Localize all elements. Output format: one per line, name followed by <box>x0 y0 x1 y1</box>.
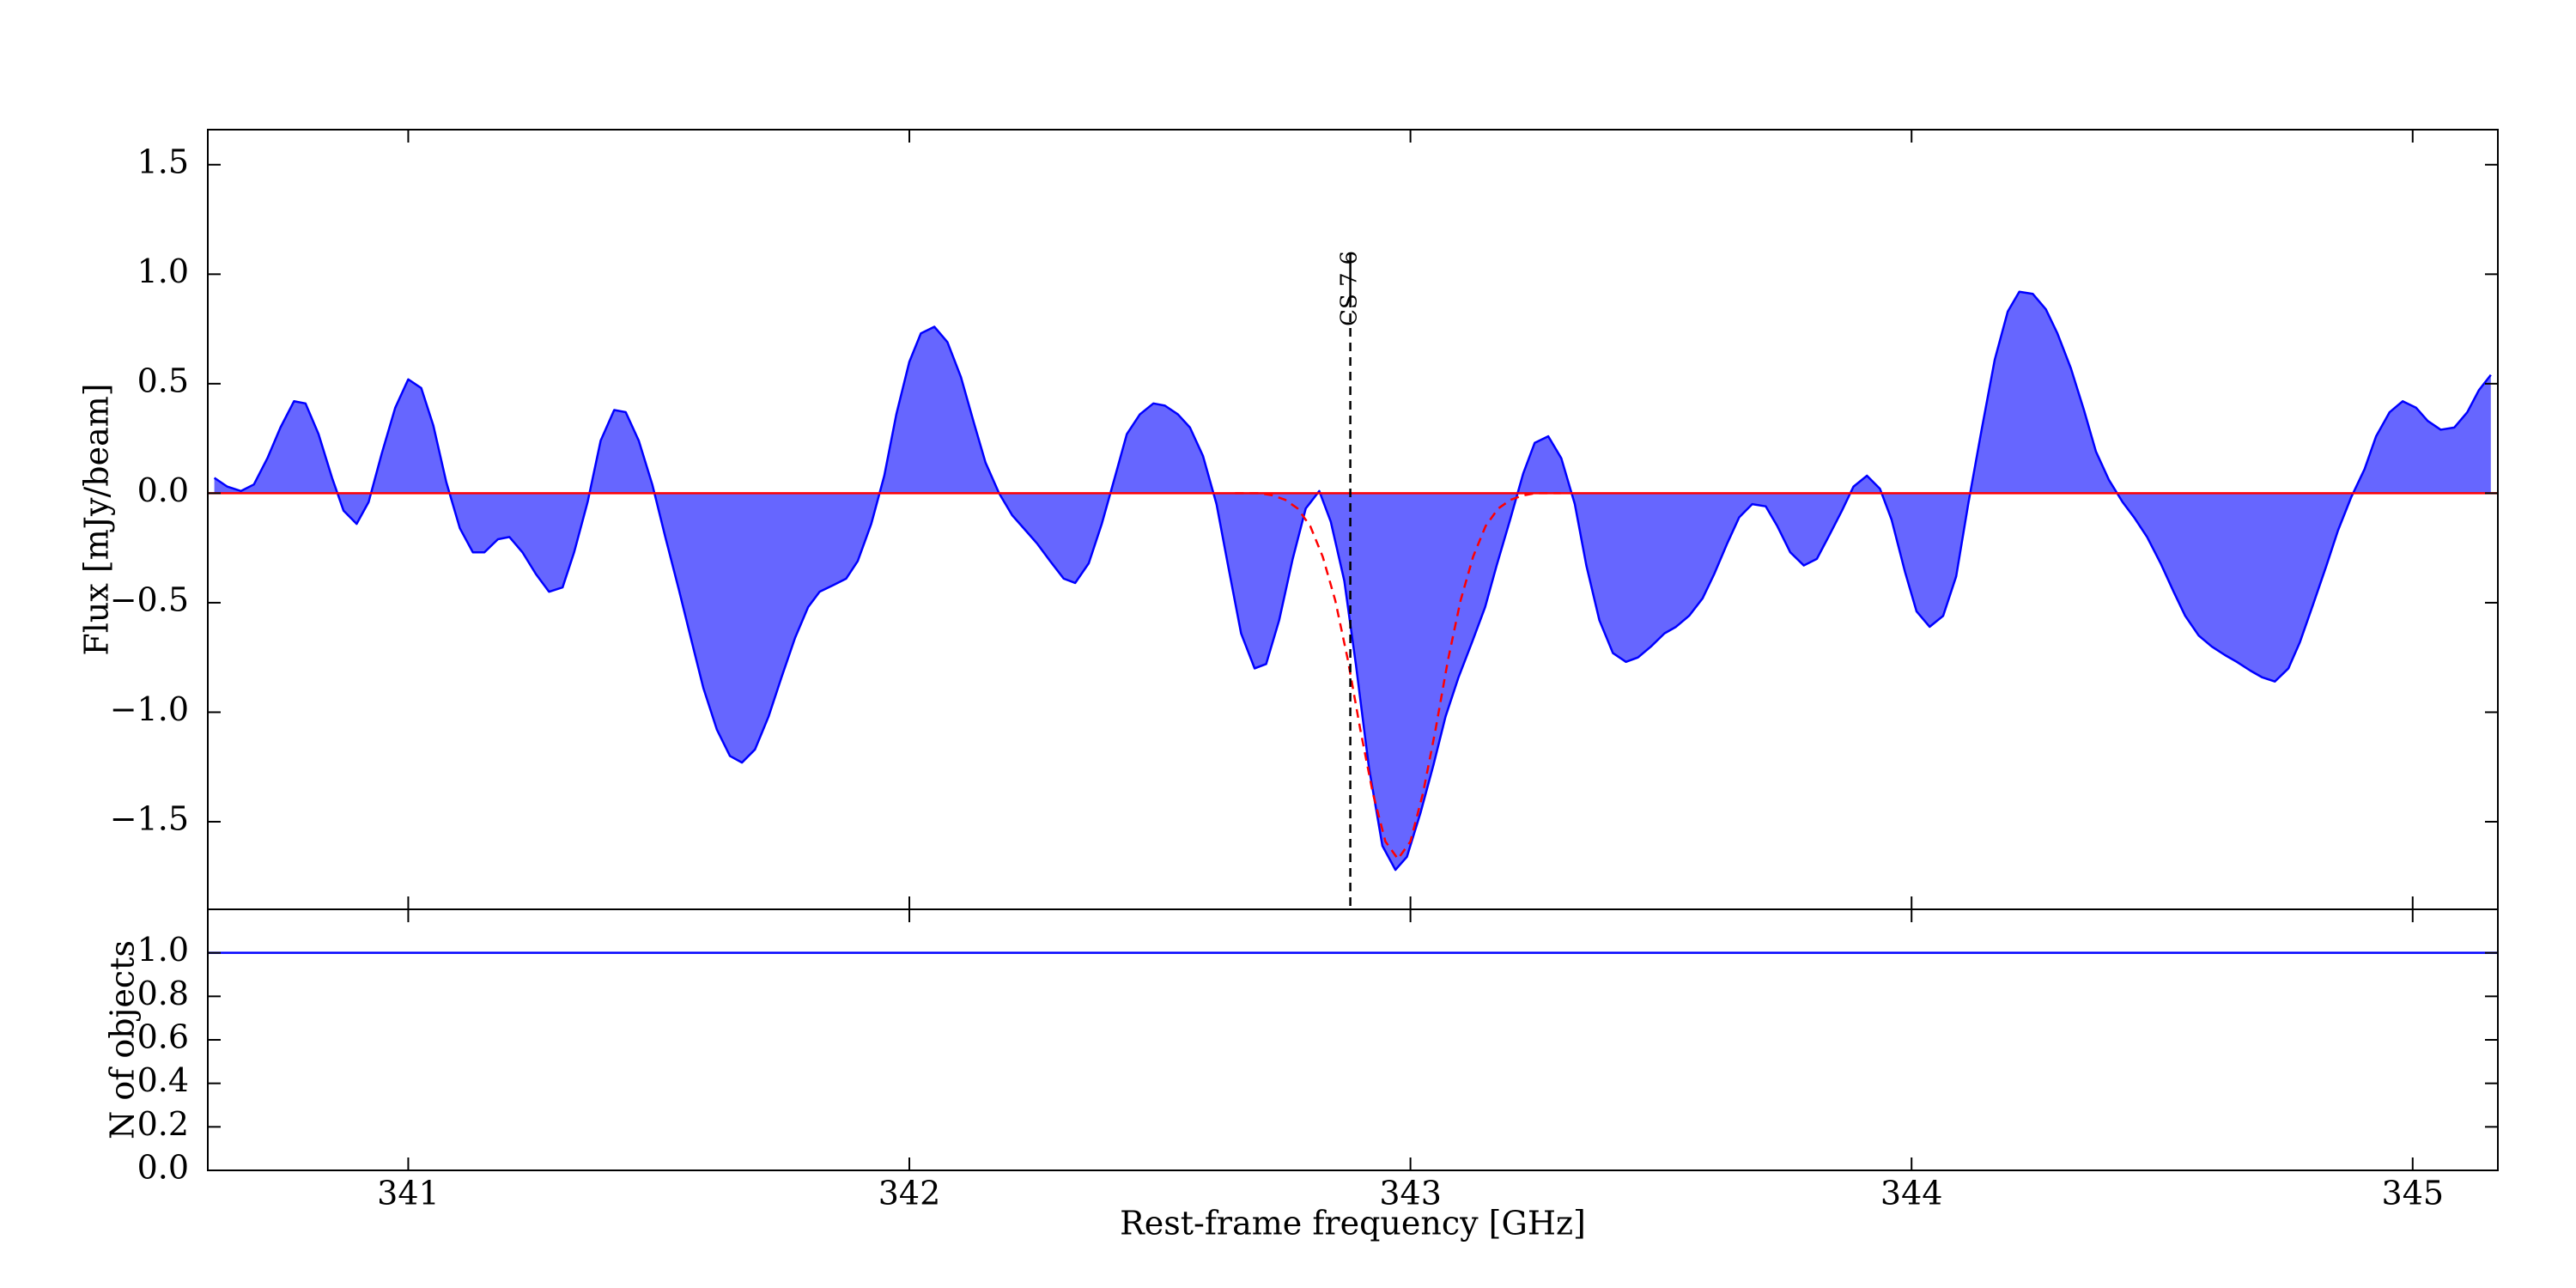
y-tick-label: 0.8 <box>137 975 189 1012</box>
x-tick-label: 342 <box>878 1175 941 1212</box>
y-tick-label: 0.2 <box>137 1105 189 1143</box>
y-axis-label: N of objects <box>104 940 142 1139</box>
y-tick-label: 0.5 <box>137 361 189 399</box>
x-axis-label: Rest-frame frequency [GHz] <box>1120 1205 1586 1242</box>
x-tick-label: 345 <box>2382 1175 2445 1212</box>
model-line <box>1235 492 1561 861</box>
y-tick-label: −0.5 <box>110 580 189 618</box>
x-tick-label: 341 <box>377 1175 440 1212</box>
y-tick-label: 1.0 <box>137 252 189 290</box>
plot-area <box>208 290 2498 872</box>
y-tick-label: 0.0 <box>137 1149 189 1187</box>
y-tick-label: 0.4 <box>137 1061 189 1099</box>
x-tick-label: 343 <box>1379 1175 1442 1212</box>
y-tick-label: −1.5 <box>110 799 189 837</box>
y-tick-label: 1.0 <box>137 931 189 969</box>
x-tick-label: 344 <box>1880 1175 1943 1212</box>
y-tick-label: −1.0 <box>110 690 189 728</box>
y-tick-label: 0.6 <box>137 1018 189 1056</box>
y-axis-label: Flux [mJy/beam] <box>78 383 116 655</box>
flux-line <box>213 290 2492 872</box>
flux-area <box>214 291 2491 871</box>
y-tick-label: 0.0 <box>137 471 189 509</box>
y-tick-label: 1.5 <box>137 143 189 180</box>
